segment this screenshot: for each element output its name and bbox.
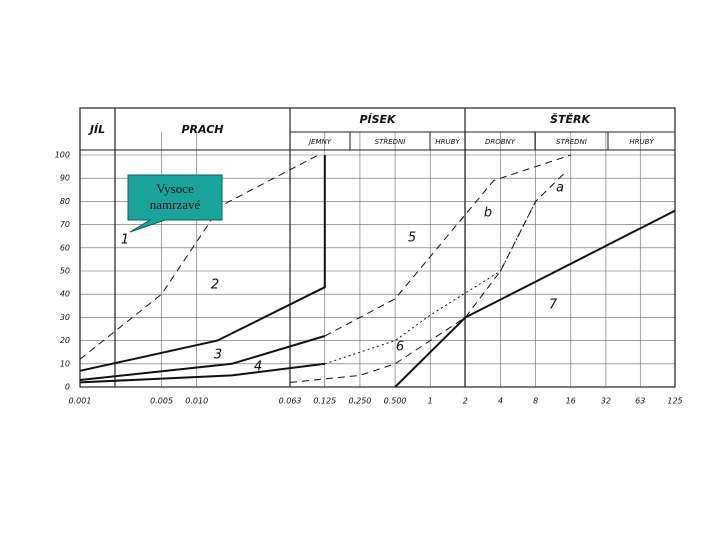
callout-text: Vysoce namrzavé [150, 181, 201, 212]
series-line [79, 154, 319, 360]
x-tick-label: 0.010 [185, 397, 208, 406]
header-subgroup: HRUBÝ [629, 137, 654, 146]
series-line [324, 154, 571, 337]
x-tick-label: 4 [498, 397, 503, 406]
y-tick-label: 100 [55, 151, 70, 160]
series-label: 4 [254, 360, 262, 375]
series-label: a [556, 181, 564, 196]
header-subgroup: HRUBÝ [435, 137, 460, 146]
callout-line: namrzavé [150, 197, 201, 212]
series-line [465, 173, 565, 318]
header-subgroup: STŘEDNÍ [556, 137, 588, 146]
x-tick-label: 8 [533, 397, 538, 406]
series-line [79, 335, 326, 381]
header-group: JÍL [88, 123, 105, 136]
callout-box [127, 174, 223, 233]
y-tick-label: 30 [60, 313, 70, 322]
series-label: 1 [121, 233, 129, 248]
x-tick-label: 0.063 [279, 397, 302, 406]
series-label: 7 [549, 298, 558, 313]
y-tick-label: 40 [60, 290, 70, 299]
header-subgroup: JEMNÝ [307, 137, 332, 146]
x-tick-label: 1 [428, 397, 433, 406]
series-label: 6 [396, 340, 404, 355]
x-tick-label: 0.500 [384, 397, 407, 406]
series-label: b [484, 206, 492, 221]
header-subgroup: DROBNÝ [485, 137, 516, 146]
x-tick-label: 0.005 [150, 397, 173, 406]
x-tick-label: 125 [667, 397, 682, 406]
series-label: 5 [408, 231, 416, 246]
x-tick-label: 2 [463, 397, 468, 406]
series-line [79, 362, 325, 384]
x-tick-label: 0.250 [348, 397, 371, 406]
header-group: PÍSEK [359, 113, 397, 126]
series-label: 2 [211, 278, 219, 293]
y-tick-label: 10 [60, 359, 70, 368]
header-group: ŠTĚRK [550, 112, 591, 126]
plot-frame [79, 107, 676, 388]
x-tick-label: 16 [566, 397, 576, 406]
header-subgroup: STŘEDNÍ [375, 137, 407, 146]
y-tick-label: 90 [60, 174, 70, 183]
x-tick-label: 0.125 [313, 397, 336, 406]
y-tick-label: 20 [60, 336, 70, 345]
series-line [79, 155, 326, 372]
y-tick-label: 60 [60, 243, 70, 252]
callout-line: Vysoce [156, 181, 194, 196]
series-label: 3 [214, 348, 222, 363]
header-group: PRACH [182, 123, 224, 136]
x-tick-label: 63 [635, 397, 645, 406]
y-tick-label: 0 [65, 383, 70, 392]
y-tick-label: 70 [60, 220, 70, 229]
x-tick-label: 0.001 [69, 397, 92, 406]
y-tick-label: 50 [60, 267, 70, 276]
series-line [324, 201, 537, 365]
x-tick-label: 32 [601, 397, 611, 406]
y-tick-label: 80 [60, 197, 70, 206]
